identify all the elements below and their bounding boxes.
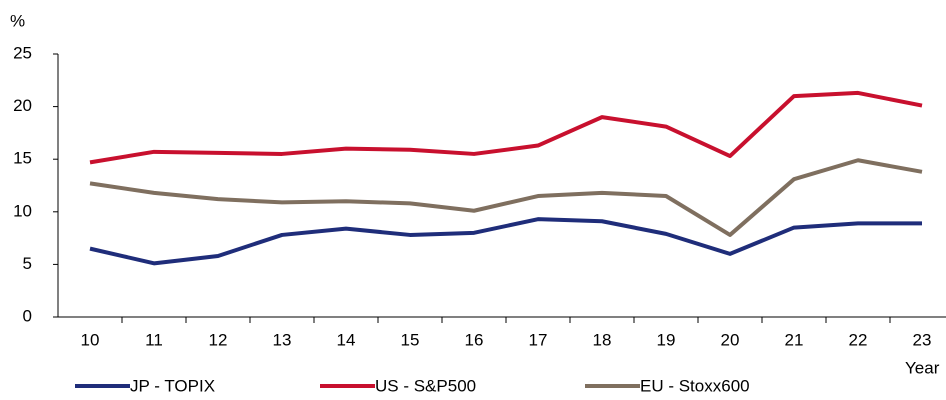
x-tick-label: 16	[465, 330, 484, 349]
x-tick-label: 15	[401, 330, 420, 349]
x-tick-label: 20	[721, 330, 740, 349]
x-tick-label: 23	[913, 330, 932, 349]
x-tick-label: 13	[273, 330, 292, 349]
x-tick-label: 19	[657, 330, 676, 349]
x-tick-label: 10	[81, 330, 100, 349]
series-line	[89, 217, 922, 266]
x-tick-label: 18	[593, 330, 612, 349]
x-tick-label: 22	[849, 330, 868, 349]
y-tick-label: 25	[13, 43, 32, 62]
x-tick-label: 12	[209, 330, 228, 349]
y-tick-label: 15	[13, 149, 32, 168]
x-tick-label: 14	[337, 330, 356, 349]
y-tick-label: 10	[13, 201, 32, 220]
y-unit-label: %	[10, 11, 25, 30]
legend-label: JP - TOPIX	[130, 376, 215, 395]
x-tick-label: 17	[529, 330, 548, 349]
legend-label: EU - Stoxx600	[640, 376, 750, 395]
y-tick-label: 5	[23, 254, 32, 273]
x-tick-label: 11	[145, 330, 163, 349]
x-tick-label: 21	[785, 330, 804, 349]
legend-label: US - S&P500	[375, 376, 476, 395]
y-tick-label: 20	[13, 96, 32, 115]
x-axis-label: Year	[905, 358, 940, 377]
y-tick-label: 0	[23, 306, 32, 325]
series-line	[89, 158, 923, 237]
series-line	[89, 90, 923, 165]
